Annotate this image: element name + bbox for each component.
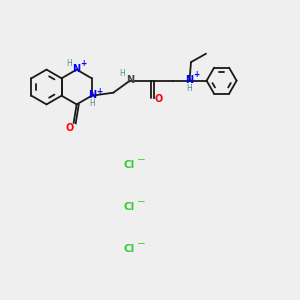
Text: +: +: [194, 70, 200, 79]
Text: Cl: Cl: [123, 202, 135, 212]
Text: H: H: [89, 99, 94, 108]
Text: H: H: [66, 58, 72, 68]
Text: N: N: [185, 75, 194, 85]
Text: Cl: Cl: [123, 160, 135, 170]
Text: −: −: [136, 196, 146, 207]
Text: O: O: [155, 94, 163, 104]
Text: N: N: [126, 75, 134, 85]
Text: Cl: Cl: [123, 244, 135, 254]
Text: +: +: [96, 87, 102, 96]
Text: H: H: [187, 84, 192, 93]
Text: −: −: [136, 154, 146, 165]
Text: N: N: [88, 90, 96, 100]
Text: +: +: [80, 59, 86, 68]
Text: H: H: [120, 69, 125, 78]
Text: −: −: [136, 238, 146, 249]
Text: N: N: [73, 64, 81, 74]
Text: O: O: [66, 123, 74, 134]
